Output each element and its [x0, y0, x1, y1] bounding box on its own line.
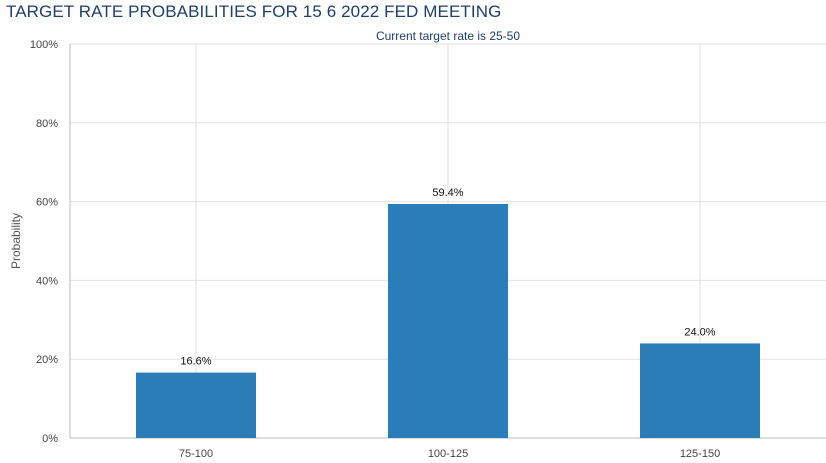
x-tick-label: 125-150 [680, 448, 720, 460]
bars: 16.6% 59.4% 24.0% [136, 187, 760, 438]
y-tick-label: 60% [36, 197, 58, 209]
bar-125-150 [640, 343, 760, 438]
y-axis-label: Probability [9, 213, 23, 269]
y-axis-ticks: 0% 20% 40% 60% 80% 100% [30, 39, 58, 445]
chart-title: TARGET RATE PROBABILITIES FOR 15 6 2022 … [6, 2, 502, 21]
chart-subtitle: Current target rate is 25-50 [376, 29, 520, 43]
y-tick-label: 20% [36, 354, 58, 366]
x-tick-label: 100-125 [428, 448, 468, 460]
y-tick-label: 40% [36, 275, 58, 287]
x-axis-ticks: 75-100 100-125 125-150 [179, 448, 720, 460]
y-tick-label: 100% [30, 39, 58, 51]
data-label: 59.4% [432, 187, 463, 199]
data-label: 24.0% [684, 326, 715, 338]
y-tick-label: 80% [36, 118, 58, 130]
y-tick-label: 0% [42, 433, 58, 445]
bar-100-125 [388, 203, 508, 438]
bar-75-100 [136, 372, 256, 438]
x-tick-label: 75-100 [179, 448, 213, 460]
data-label: 16.6% [180, 356, 211, 368]
